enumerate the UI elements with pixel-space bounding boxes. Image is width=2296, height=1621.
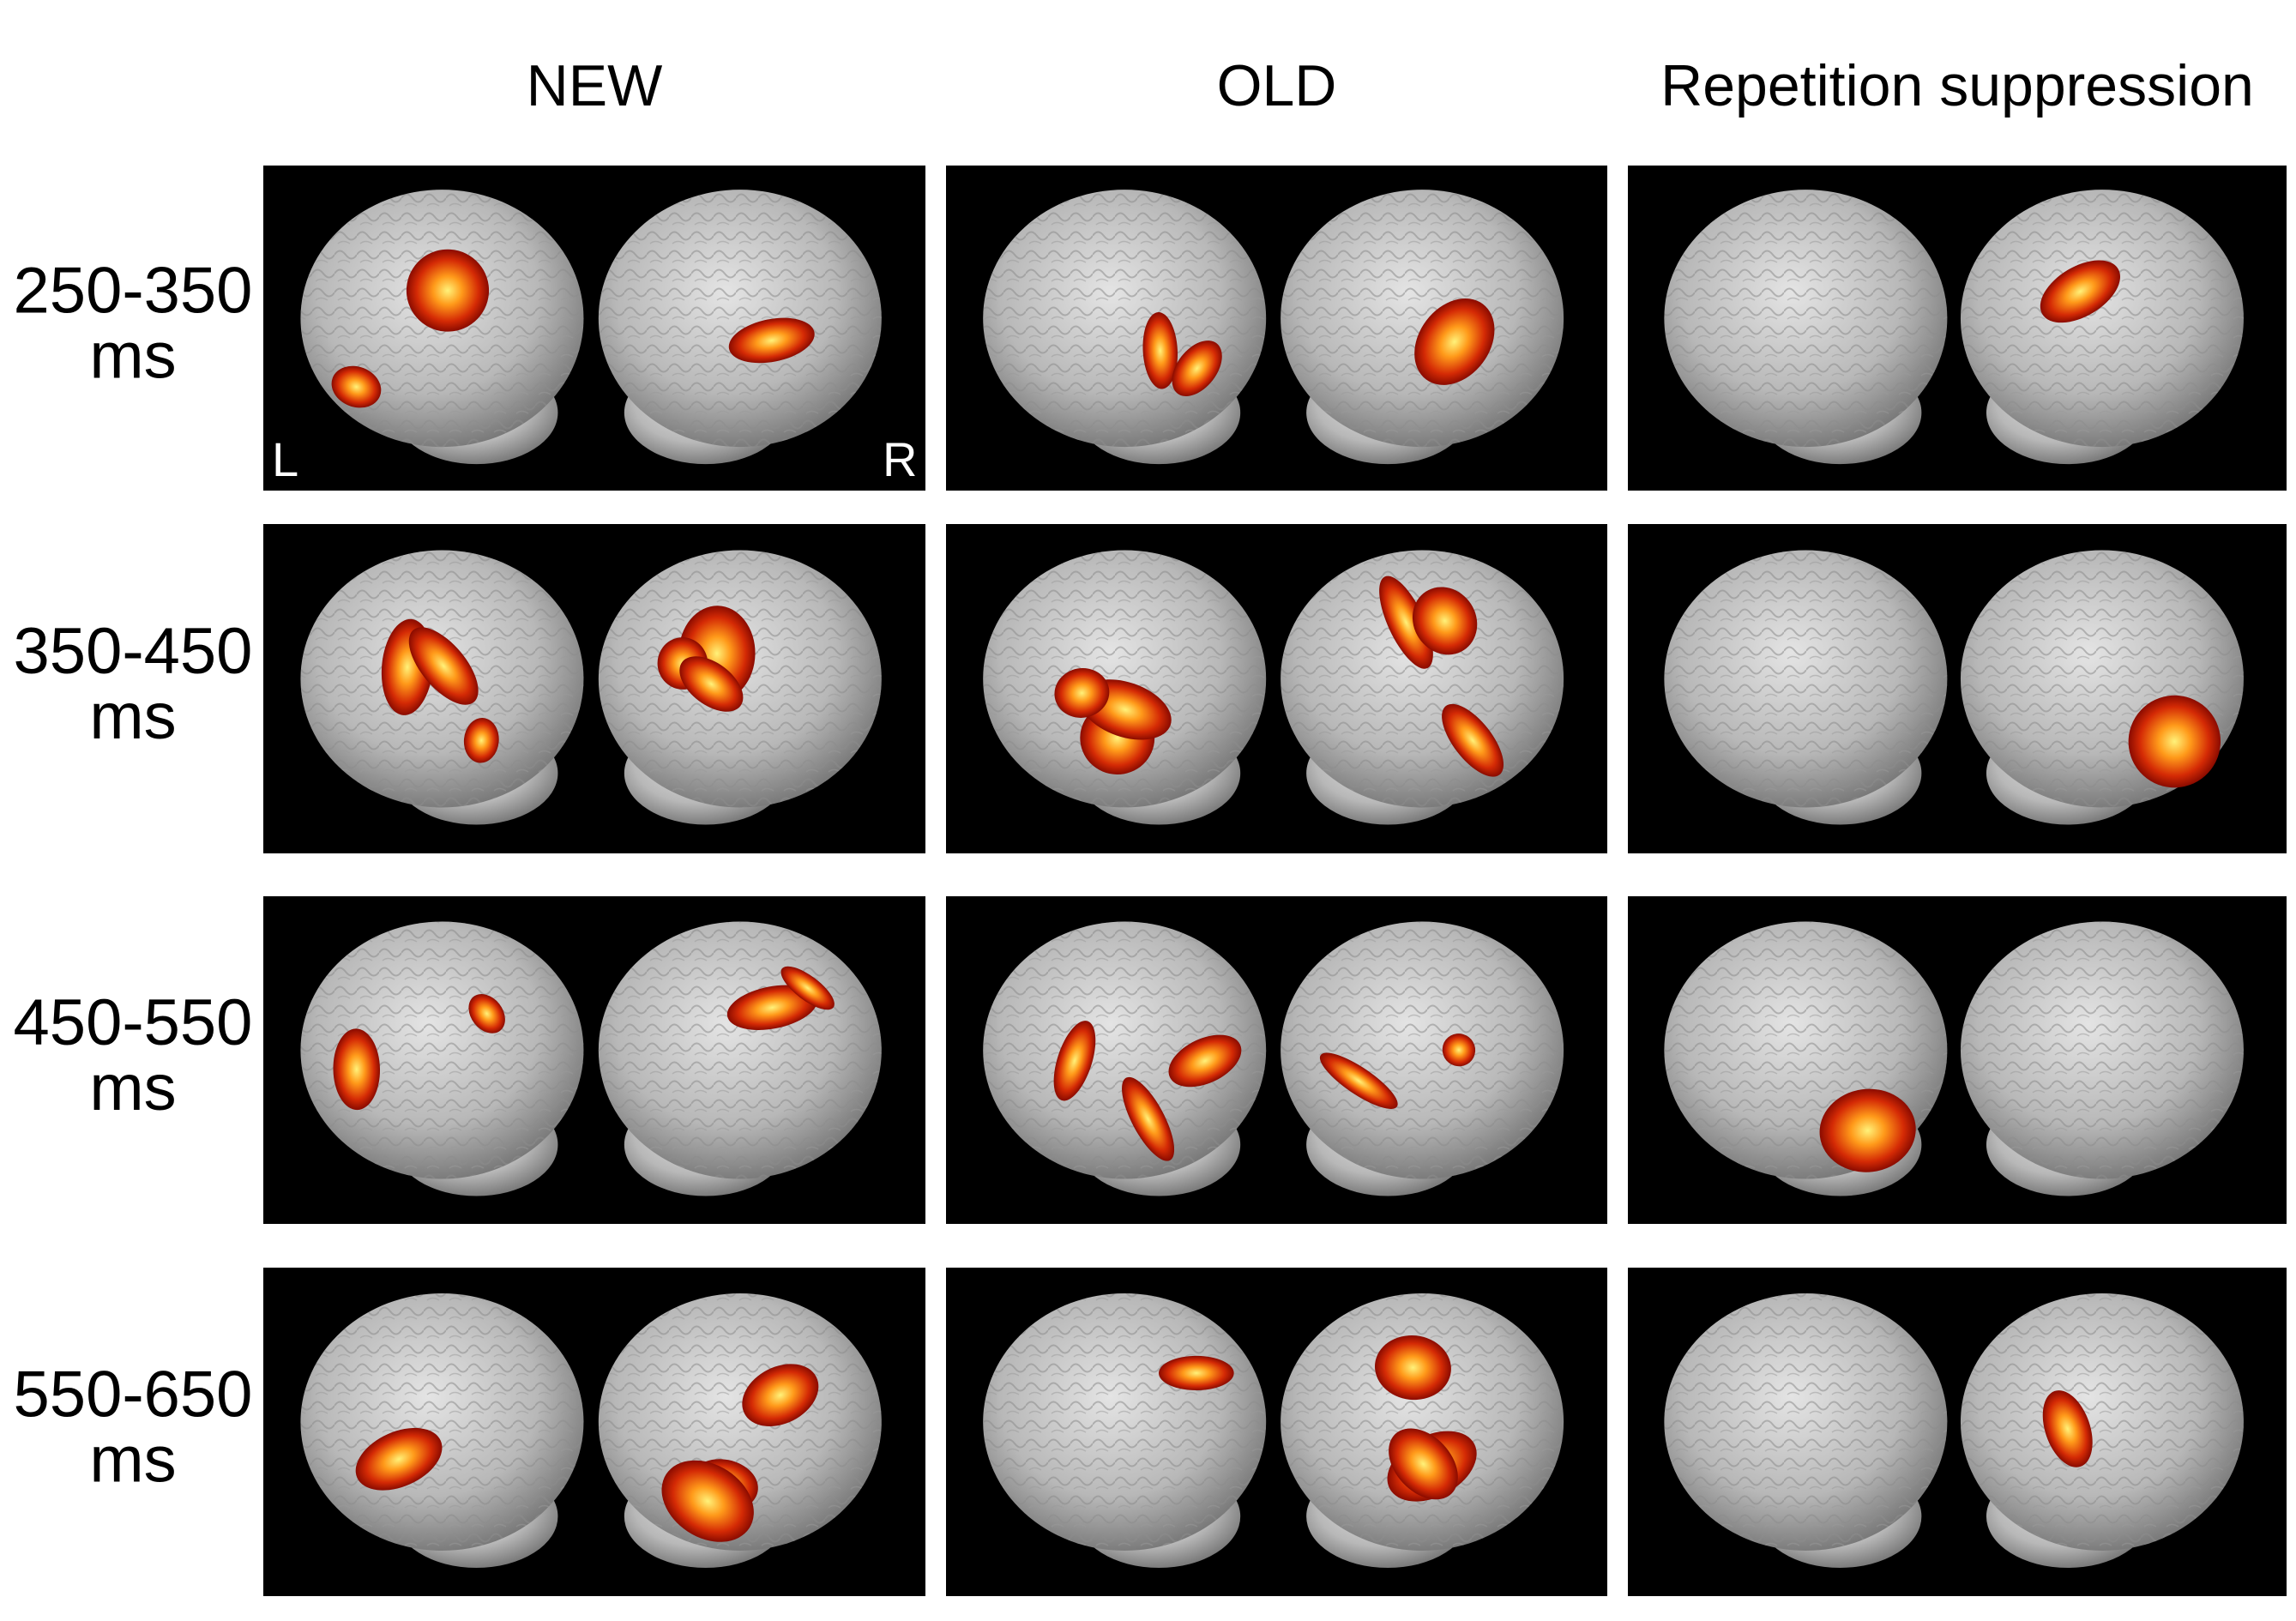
- brain-panel: [263, 1268, 925, 1596]
- brain-folds: [598, 921, 882, 1179]
- activation: [1819, 1088, 1916, 1172]
- activation: [2128, 695, 2221, 788]
- row-time: 450-550: [14, 986, 253, 1059]
- activation: [406, 249, 490, 332]
- row-unit: ms: [89, 320, 176, 393]
- activation: [463, 718, 499, 763]
- brain-panel: [946, 1268, 1607, 1596]
- brain-panel: [946, 896, 1607, 1224]
- brain-folds: [1664, 190, 1948, 448]
- activation: [1442, 1033, 1476, 1067]
- activation: [679, 656, 744, 712]
- brain-panel: [263, 896, 925, 1224]
- activation: [1142, 312, 1178, 389]
- activation: [661, 1460, 754, 1542]
- hemisphere-left: L: [272, 432, 298, 486]
- activation: [742, 1364, 819, 1427]
- brain-folds: [1960, 190, 2244, 448]
- row-time: 350-450: [14, 615, 253, 688]
- activation: [1168, 1034, 1242, 1088]
- brain-folds: [300, 1293, 584, 1552]
- brain-panel: [946, 524, 1607, 853]
- brain-panel: [1628, 166, 2287, 491]
- row-unit: ms: [89, 1424, 176, 1497]
- activation: [1054, 668, 1110, 718]
- activation: [331, 365, 382, 408]
- activation: [780, 966, 835, 1010]
- activation: [1172, 340, 1222, 396]
- activation: [1442, 703, 1504, 777]
- activation: [1159, 1355, 1234, 1391]
- activation: [1122, 1076, 1175, 1161]
- brain-folds: [983, 190, 1267, 448]
- activation: [2040, 260, 2120, 323]
- brain-folds: [983, 921, 1267, 1179]
- activation: [1053, 1021, 1096, 1101]
- brain-folds: [1960, 1293, 2244, 1552]
- column-header: OLD: [1217, 53, 1337, 118]
- hemisphere-right: R: [883, 432, 917, 486]
- brain-folds: [1281, 921, 1564, 1179]
- brain-panel: [263, 524, 925, 853]
- brain-folds: [983, 1293, 1267, 1552]
- activation: [1375, 1335, 1451, 1401]
- activation: [1389, 1428, 1458, 1500]
- row-unit: ms: [89, 680, 176, 753]
- brain-folds: [598, 190, 882, 448]
- brain-panel: [946, 166, 1607, 491]
- activation: [2042, 1390, 2093, 1467]
- brain-folds: [1664, 550, 1948, 808]
- brain-folds: [983, 550, 1267, 808]
- activation: [1319, 1052, 1398, 1109]
- activation: [408, 627, 479, 705]
- brain-panel: [1628, 896, 2287, 1224]
- activation: [355, 1427, 443, 1491]
- row-unit: ms: [89, 1052, 176, 1124]
- brain-folds: [1281, 190, 1564, 448]
- row-time: 250-350: [14, 255, 253, 328]
- brain-panel: [1628, 1268, 2287, 1596]
- row-time: 550-650: [14, 1359, 253, 1431]
- activation: [726, 985, 817, 1030]
- column-header: Repetition suppression: [1660, 53, 2254, 118]
- activation: [1412, 587, 1478, 655]
- activation: [333, 1028, 381, 1111]
- activation: [1414, 298, 1495, 385]
- brain-folds: [1664, 1293, 1948, 1552]
- activation: [1379, 575, 1433, 669]
- activation: [468, 994, 505, 1033]
- activation: [728, 317, 815, 364]
- brain-folds: [1281, 550, 1564, 808]
- brain-folds: [1281, 1293, 1564, 1552]
- brain-panel: [1628, 524, 2287, 853]
- brain-folds: [1960, 921, 2244, 1179]
- column-header: NEW: [527, 53, 663, 118]
- brain-folds: [300, 921, 584, 1179]
